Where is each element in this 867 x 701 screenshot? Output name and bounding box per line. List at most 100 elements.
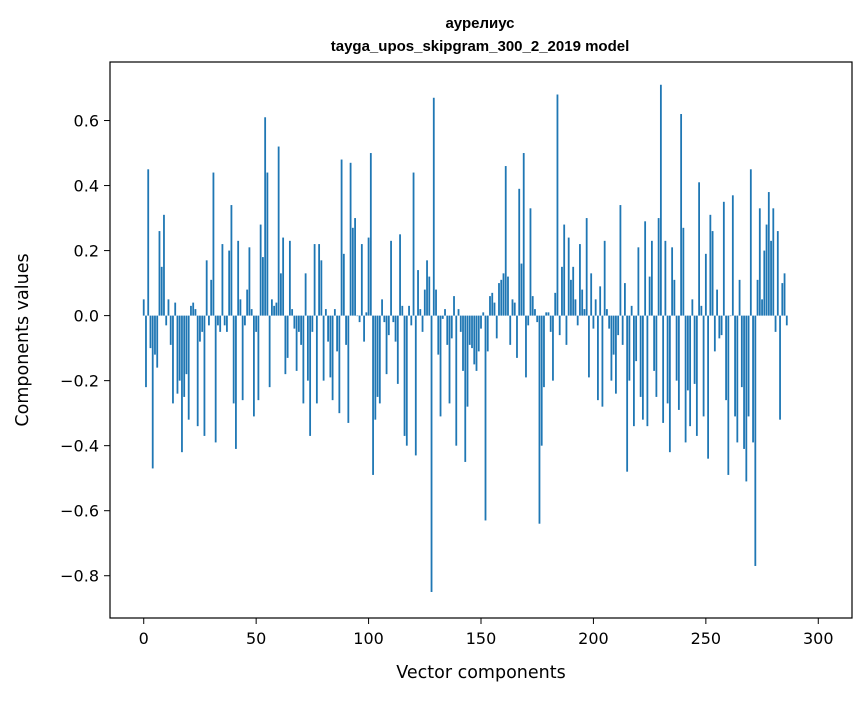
bar-200 xyxy=(592,315,595,329)
y-axis-label: Components values xyxy=(13,253,33,426)
bar-88 xyxy=(340,159,343,316)
bar-40 xyxy=(232,315,235,404)
bar-218 xyxy=(633,315,635,427)
bar-103 xyxy=(374,315,377,420)
bar-271 xyxy=(752,315,754,443)
bar-131 xyxy=(437,315,440,355)
bar-175 xyxy=(536,315,539,323)
bar-259 xyxy=(725,315,727,401)
bar-87 xyxy=(338,315,341,414)
bar-285 xyxy=(783,273,786,316)
bar-245 xyxy=(693,315,696,384)
bar-117 xyxy=(405,315,408,446)
bar-176 xyxy=(538,315,541,524)
bar-180 xyxy=(547,312,550,316)
bar-72 xyxy=(304,273,307,316)
bar-140 xyxy=(457,309,460,316)
bar-219 xyxy=(635,315,638,362)
bar-108 xyxy=(385,315,388,375)
bar-184 xyxy=(556,94,559,316)
bar-94 xyxy=(354,218,356,316)
bar-128 xyxy=(430,315,433,592)
bar-239 xyxy=(680,114,683,316)
bar-136 xyxy=(448,315,451,404)
bar-162 xyxy=(507,276,509,316)
bar-119 xyxy=(410,315,413,326)
bar-129 xyxy=(432,97,435,316)
bar-231 xyxy=(662,315,665,423)
x-tick-label: 0 xyxy=(139,629,149,648)
bar-68 xyxy=(295,315,298,371)
bar-182 xyxy=(552,315,554,381)
bar-146 xyxy=(471,315,473,349)
bar-215 xyxy=(626,315,629,472)
bar-151 xyxy=(482,312,485,316)
bar-268 xyxy=(745,315,748,482)
bar-228 xyxy=(655,315,658,397)
bar-223 xyxy=(644,221,647,316)
bar-67 xyxy=(293,315,296,329)
bar-120 xyxy=(412,172,415,316)
bar-106 xyxy=(381,299,383,316)
bar-10 xyxy=(165,315,168,326)
bar-75 xyxy=(311,315,314,332)
bar-21 xyxy=(190,305,192,316)
bar-254 xyxy=(713,315,716,352)
bar-89 xyxy=(342,253,345,316)
x-axis-label: Vector components xyxy=(396,663,565,683)
bar-144 xyxy=(466,315,469,407)
bar-30 xyxy=(210,279,213,316)
bar-187 xyxy=(563,224,566,316)
bar-255 xyxy=(716,289,718,316)
bar-157 xyxy=(495,315,498,339)
bar-1 xyxy=(145,315,147,388)
bar-74 xyxy=(309,315,312,436)
bar-237 xyxy=(675,315,678,381)
bar-104 xyxy=(376,315,379,397)
bar-153 xyxy=(486,315,489,352)
bar-115 xyxy=(401,305,404,316)
bar-159 xyxy=(500,279,503,316)
y-tick-label: −0.6 xyxy=(60,502,99,521)
bar-109 xyxy=(387,315,390,336)
bar-252 xyxy=(709,214,712,316)
bar-110 xyxy=(390,240,392,316)
bar-275 xyxy=(761,299,763,316)
bar-209 xyxy=(612,315,615,355)
bar-213 xyxy=(621,315,624,345)
bar-52 xyxy=(259,224,262,316)
bar-123 xyxy=(419,309,422,316)
bar-186 xyxy=(561,266,563,316)
bar-70 xyxy=(300,315,303,345)
bar-249 xyxy=(702,315,705,417)
bar-170 xyxy=(525,315,527,378)
y-tick-label: −0.4 xyxy=(60,437,99,456)
bar-26 xyxy=(201,315,204,332)
bar-85 xyxy=(333,309,336,316)
bar-233 xyxy=(666,315,669,404)
y-axis-ticks: −0.8 −0.6 −0.4 −0.2 0.0 0.2 0.4 0.6 xyxy=(60,112,110,586)
bar-174 xyxy=(534,309,536,316)
bar-35 xyxy=(221,244,224,316)
bar-39 xyxy=(230,205,233,316)
bar-194 xyxy=(579,244,581,316)
bar-142 xyxy=(462,315,464,371)
bar-86 xyxy=(336,315,338,352)
bar-246 xyxy=(695,315,698,436)
bar-248 xyxy=(700,305,703,316)
bar-90 xyxy=(345,315,347,345)
plot-area-frame xyxy=(109,61,853,619)
bar-55 xyxy=(266,172,269,316)
bar-50 xyxy=(255,315,258,332)
bar-211 xyxy=(617,315,620,336)
bar-20 xyxy=(187,315,190,420)
bar-164 xyxy=(511,299,514,316)
bar-58 xyxy=(273,305,276,316)
y-tick-label: 0.4 xyxy=(74,177,99,196)
bar-195 xyxy=(581,289,584,316)
bar-165 xyxy=(513,302,516,316)
bar-23 xyxy=(194,309,197,316)
bar-201 xyxy=(594,299,597,316)
x-tick-label: 200 xyxy=(578,629,609,648)
